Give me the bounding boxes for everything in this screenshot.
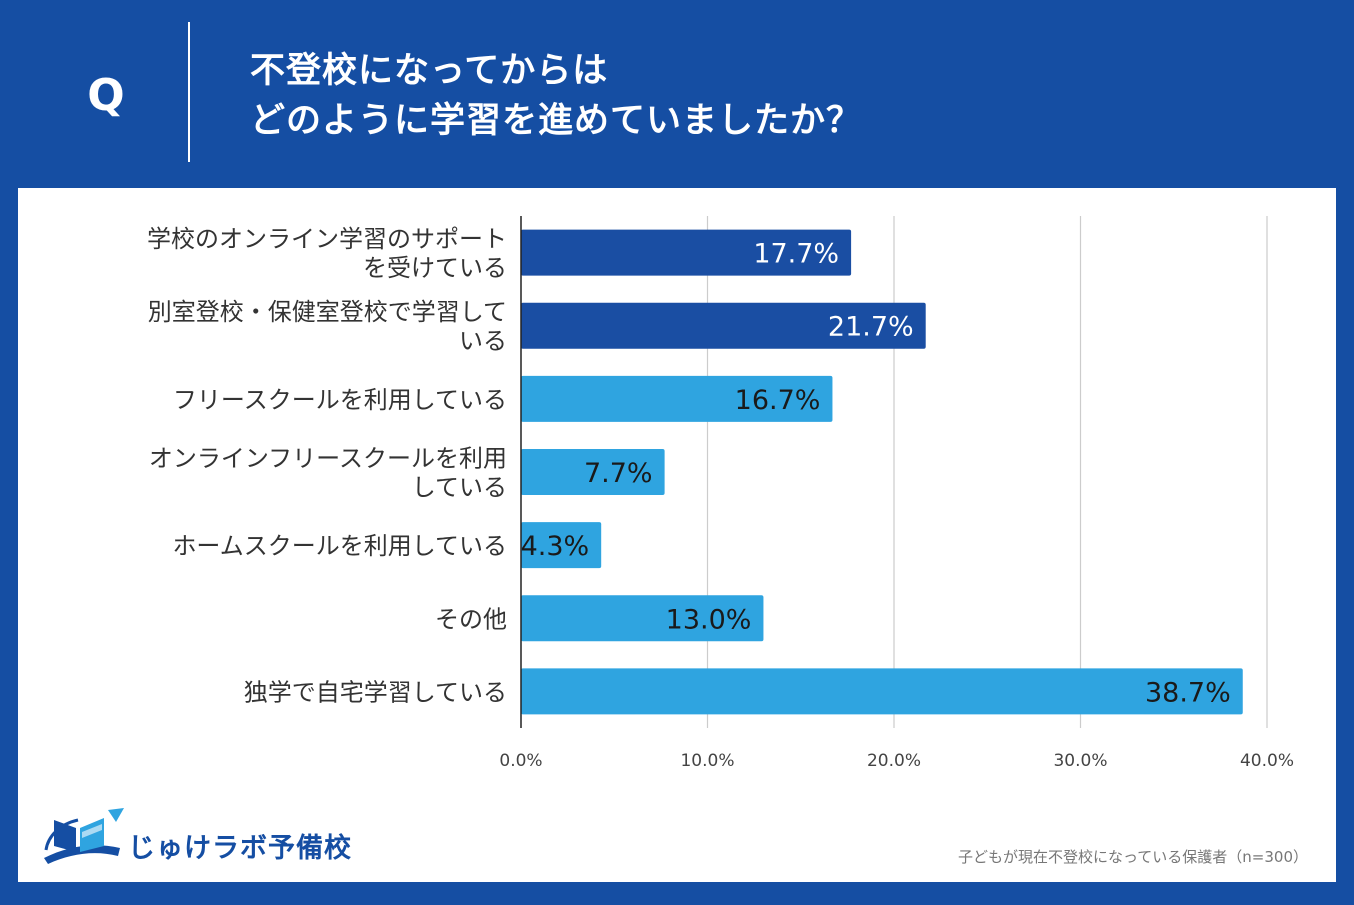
bar-chart: 0.0% 10.0% 20.0% 30.0% 40.0% 17.7% 学校のオンライン学習の… [147,216,1294,771]
bar [521,522,602,569]
data-label: 21.7% [828,312,914,343]
brand-name: じゅけラボ予備校 [128,833,352,864]
bar [521,375,833,422]
x-tick-label: 30.0% [1053,751,1107,771]
data-label: 16.7% [735,385,821,416]
category-label: 学校のオンライン学習のサポート [147,225,507,253]
data-label: 4.3% [521,531,590,562]
category-label: オンラインフリースクールを利用 [149,445,507,473]
bar [521,449,665,495]
bar [521,668,1243,715]
data-label: 7.7% [584,458,653,489]
x-tick-label: 40.0% [1240,751,1294,771]
category-label: フリースクールを利用している [173,386,507,414]
category-label: ホームスクールを利用している [172,532,507,560]
data-label: 13.0% [666,604,752,635]
category-label: 別室登校・保健室登校で学習して [148,298,507,326]
x-tick-label: 20.0% [867,751,921,771]
category-label: している [412,474,507,502]
footnote: 子どもが現在不登校になっている保護者（n=300） [958,848,1308,866]
x-tick-label: 10.0% [680,751,734,771]
question-header: Q 不登校になってからは どのように学習を進めていましたか？ [0,0,1354,188]
book-logo-icon [44,808,124,864]
question-title-line-2: どのように学習を進めていましたか？ [250,101,863,141]
category-label: を受けている [363,254,507,282]
bar [521,229,852,276]
question-title-line-1: 不登校になってからは [250,51,609,91]
category-label: その他 [435,605,507,633]
category-label: いる [459,327,507,355]
data-label: 17.7% [753,239,839,270]
chart-panel: 0.0% 10.0% 20.0% 30.0% 40.0% 17.7% 学校のオンライン学習の… [18,188,1336,882]
bar [521,595,764,642]
category-label: 独学で自宅学習している [244,678,507,706]
question-label: Q [87,70,125,121]
x-tick-label: 0.0% [499,751,542,771]
data-label: 38.7% [1145,677,1231,708]
bar [521,302,926,349]
question-title: 不登校になってからは どのように学習を進めていましたか？ [250,46,1300,146]
header-divider [188,22,190,162]
